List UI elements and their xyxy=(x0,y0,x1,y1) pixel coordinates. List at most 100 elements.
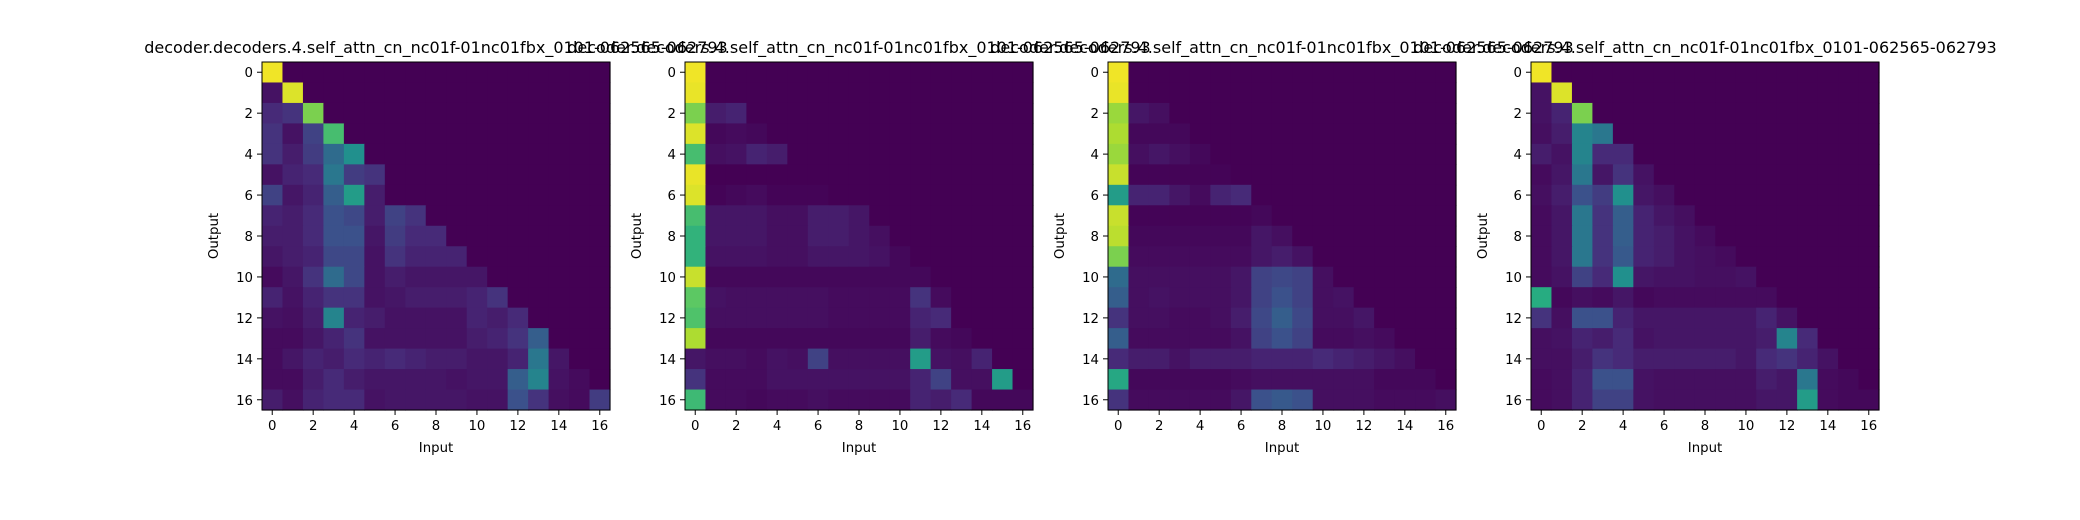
heatmap-cell xyxy=(1312,225,1334,247)
heatmap-cell xyxy=(766,123,788,145)
heatmap-cell xyxy=(1292,266,1314,288)
heatmap-cell xyxy=(1653,328,1675,350)
heatmap-cell xyxy=(787,205,809,227)
heatmap-cell xyxy=(1292,287,1314,309)
heatmap-cell xyxy=(1776,143,1798,165)
heatmap-cell xyxy=(487,102,509,125)
heatmap-cell xyxy=(971,266,993,288)
heatmap-cell xyxy=(1551,307,1573,329)
heatmap-cell xyxy=(466,123,488,145)
heatmap-cell xyxy=(487,246,509,268)
y-axis-ticks: 0 2 4 6 8 10 12 14 16 xyxy=(236,66,262,409)
heatmap-cell xyxy=(446,62,468,84)
heatmap-cell xyxy=(1012,225,1034,247)
heatmap-cell xyxy=(1353,246,1375,268)
heatmap-cell xyxy=(685,348,707,370)
heatmap-cell xyxy=(1674,307,1696,329)
heatmap-cell xyxy=(1251,102,1273,125)
x-axis-ticks: 0 2 4 6 8 10 12 14 16 xyxy=(1537,410,1877,434)
x-tick-label: 2 xyxy=(732,419,740,434)
heatmap-cell xyxy=(848,246,870,268)
heatmap-cell xyxy=(1797,205,1819,227)
heatmap-cell xyxy=(1333,205,1355,227)
heatmap-cell xyxy=(1108,184,1130,206)
heatmap-cell xyxy=(930,62,952,84)
y-tick-label: 14 xyxy=(1082,353,1099,368)
heatmap-cell xyxy=(1189,328,1211,350)
heatmap-cell xyxy=(1817,287,1839,309)
heatmap-cell xyxy=(971,328,993,350)
heatmap-cell xyxy=(1128,369,1150,391)
heatmap-cell xyxy=(1435,102,1457,125)
heatmap-cell xyxy=(282,369,304,391)
x-tick-label: 0 xyxy=(691,419,699,434)
y-tick-label: 8 xyxy=(1091,230,1099,245)
heatmap-cell xyxy=(343,287,365,309)
heatmap-cell xyxy=(528,102,550,125)
heatmap-cell xyxy=(1394,62,1416,84)
heatmap-cell xyxy=(282,389,304,411)
heatmap-cell xyxy=(507,205,529,227)
heatmap-cell xyxy=(807,102,829,125)
heatmap-cell xyxy=(930,307,952,329)
heatmap-cell xyxy=(1353,184,1375,206)
heatmap-cell xyxy=(1169,225,1191,247)
heatmap-cell xyxy=(1592,123,1614,145)
heatmap-cell xyxy=(1394,123,1416,145)
heatmap-cell xyxy=(766,205,788,227)
heatmap-cell xyxy=(323,266,345,288)
heatmap-cell xyxy=(1312,184,1334,206)
heatmap-cell xyxy=(685,184,707,206)
heatmap-cell xyxy=(1633,62,1655,84)
heatmap-cell xyxy=(1210,62,1232,84)
heatmap-cell xyxy=(548,369,570,391)
heatmap-cell xyxy=(992,225,1014,247)
heatmap-cell xyxy=(364,287,386,309)
heatmap-cell xyxy=(1353,389,1375,411)
heatmap-cell xyxy=(807,205,829,227)
y-tick-label: 12 xyxy=(1082,312,1099,327)
heatmap-cell xyxy=(1108,328,1130,350)
heatmap-cell xyxy=(1551,123,1573,145)
heatmap-cell xyxy=(528,205,550,227)
heatmap-cell xyxy=(1108,62,1130,84)
heatmap-cell xyxy=(528,62,550,84)
heatmap-cell xyxy=(405,143,427,165)
heatmap-cell xyxy=(323,184,345,206)
heatmap-cell xyxy=(528,389,550,411)
heatmap-cell xyxy=(828,328,850,350)
heatmap-cell xyxy=(262,246,284,268)
heatmap-cell xyxy=(1189,369,1211,391)
heatmap-cell xyxy=(569,62,591,84)
heatmap-cell xyxy=(1435,184,1457,206)
heatmap-cell xyxy=(848,143,870,165)
x-axis-ticks: 0 2 4 6 8 10 12 14 16 xyxy=(691,410,1031,434)
heatmap-cell xyxy=(1312,266,1334,288)
heatmap-cell xyxy=(1415,328,1437,350)
y-axis-label: Output xyxy=(630,213,645,259)
heatmap-cell xyxy=(323,246,345,268)
heatmap-cell xyxy=(1312,348,1334,370)
y-axis-label: Output xyxy=(1476,213,1491,259)
heatmap-cell xyxy=(1551,389,1573,411)
heatmap-cell xyxy=(930,164,952,186)
x-tick-label: 10 xyxy=(468,419,485,434)
heatmap-cell xyxy=(262,348,284,370)
heatmap-cell xyxy=(1756,102,1778,125)
heatmap-cell xyxy=(1633,225,1655,247)
heatmap-cell xyxy=(589,225,611,247)
heatmap-cell xyxy=(1674,184,1696,206)
heatmap-cell xyxy=(323,102,345,125)
x-tick-label: 12 xyxy=(1778,419,1795,434)
heatmap-cell xyxy=(1374,246,1396,268)
heatmap-cell xyxy=(1108,287,1130,309)
heatmap-cell xyxy=(1551,266,1573,288)
x-tick-label: 16 xyxy=(1437,419,1454,434)
heatmap-cell xyxy=(1715,184,1737,206)
heatmap-cell xyxy=(302,307,325,329)
heatmap-cell xyxy=(446,328,468,350)
heatmap-cell xyxy=(569,287,591,309)
heatmap-cell xyxy=(1128,307,1150,329)
heatmap-cell xyxy=(507,266,529,288)
heatmap-cell xyxy=(1571,246,1594,268)
